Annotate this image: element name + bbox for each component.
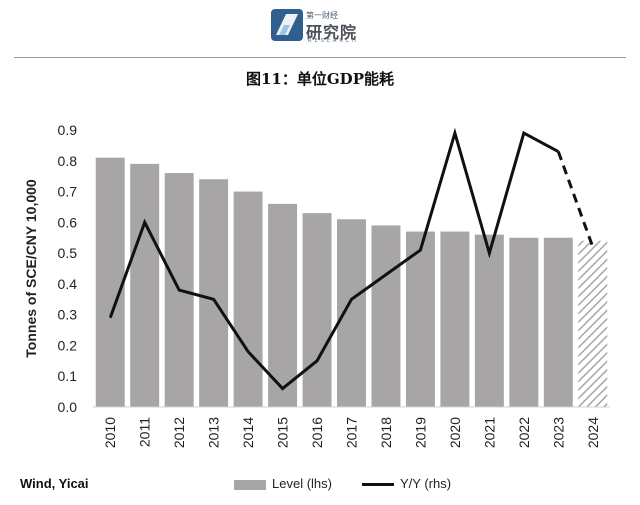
x-tick-label: 2018 (378, 417, 394, 448)
x-tick-label: 2013 (206, 417, 222, 448)
x-tick-label: 2022 (516, 417, 532, 448)
bar-level (268, 203, 298, 407)
bar-level (302, 213, 332, 407)
x-tick-label: 2015 (275, 417, 291, 448)
y-axis-label: Tonnes of SCE/CNY 10,000 (23, 179, 39, 358)
x-tick-label: 2021 (481, 417, 497, 448)
legend-bar-swatch (234, 480, 266, 490)
x-tick-label: 2019 (412, 417, 428, 448)
y-tick-label: 0.1 (58, 368, 78, 384)
y-tick-label: 0.6 (58, 214, 78, 230)
bar-level (95, 157, 125, 407)
line-yoy-forecast (556, 151, 595, 248)
bar-level (405, 231, 435, 407)
y-tick-label: 0.2 (58, 337, 78, 353)
bar-level (543, 237, 573, 407)
bar-level (440, 231, 470, 407)
y-tick-label: 0.3 (58, 307, 78, 323)
header-divider (14, 57, 626, 58)
bar-level (199, 179, 229, 407)
y-tick-label: 0.4 (58, 276, 78, 292)
bar-level (130, 163, 160, 407)
source-note: Wind, Yicai (20, 476, 89, 491)
logo-top-text: 第一财经 (306, 11, 338, 20)
bar-level (337, 219, 366, 407)
logo-sub-text: RESEARCH (308, 38, 359, 44)
legend-label-level: Level (lhs) (272, 476, 332, 491)
bar-level (474, 234, 504, 407)
legend-label-yoy: Y/Y (rhs) (400, 476, 452, 491)
x-tick-label: 2014 (240, 417, 256, 448)
line-yoy-actual (108, 127, 560, 391)
logo-main-text: 研究院 (306, 23, 358, 42)
header-logo: 第一财经 研究院 RESEARCH (270, 6, 380, 46)
x-tick-label: 2023 (550, 417, 566, 448)
x-tick-label: 2020 (447, 417, 463, 448)
x-tick-label: 2012 (171, 417, 187, 448)
x-tick-label: 2011 (137, 417, 153, 447)
x-tick-label: 2017 (344, 417, 360, 448)
logo-icon (271, 9, 303, 41)
chart-title: 图11：单位GDP能耗 (246, 70, 394, 88)
x-tick-label: 2024 (585, 417, 601, 448)
bar-level (233, 191, 263, 407)
x-tick-label: 2010 (102, 417, 118, 448)
y-tick-label: 0.9 (58, 122, 78, 138)
bar-level (509, 237, 539, 407)
y-tick-label: 0.0 (58, 399, 78, 415)
bar-level-forecast (578, 240, 608, 407)
y-tick-label: 0.8 (58, 153, 78, 169)
bar-level (371, 225, 401, 407)
y-tick-label: 0.7 (58, 184, 78, 200)
legend-line-swatch (362, 483, 394, 486)
x-tick-label: 2016 (309, 417, 325, 448)
y-tick-label: 0.5 (58, 245, 78, 261)
